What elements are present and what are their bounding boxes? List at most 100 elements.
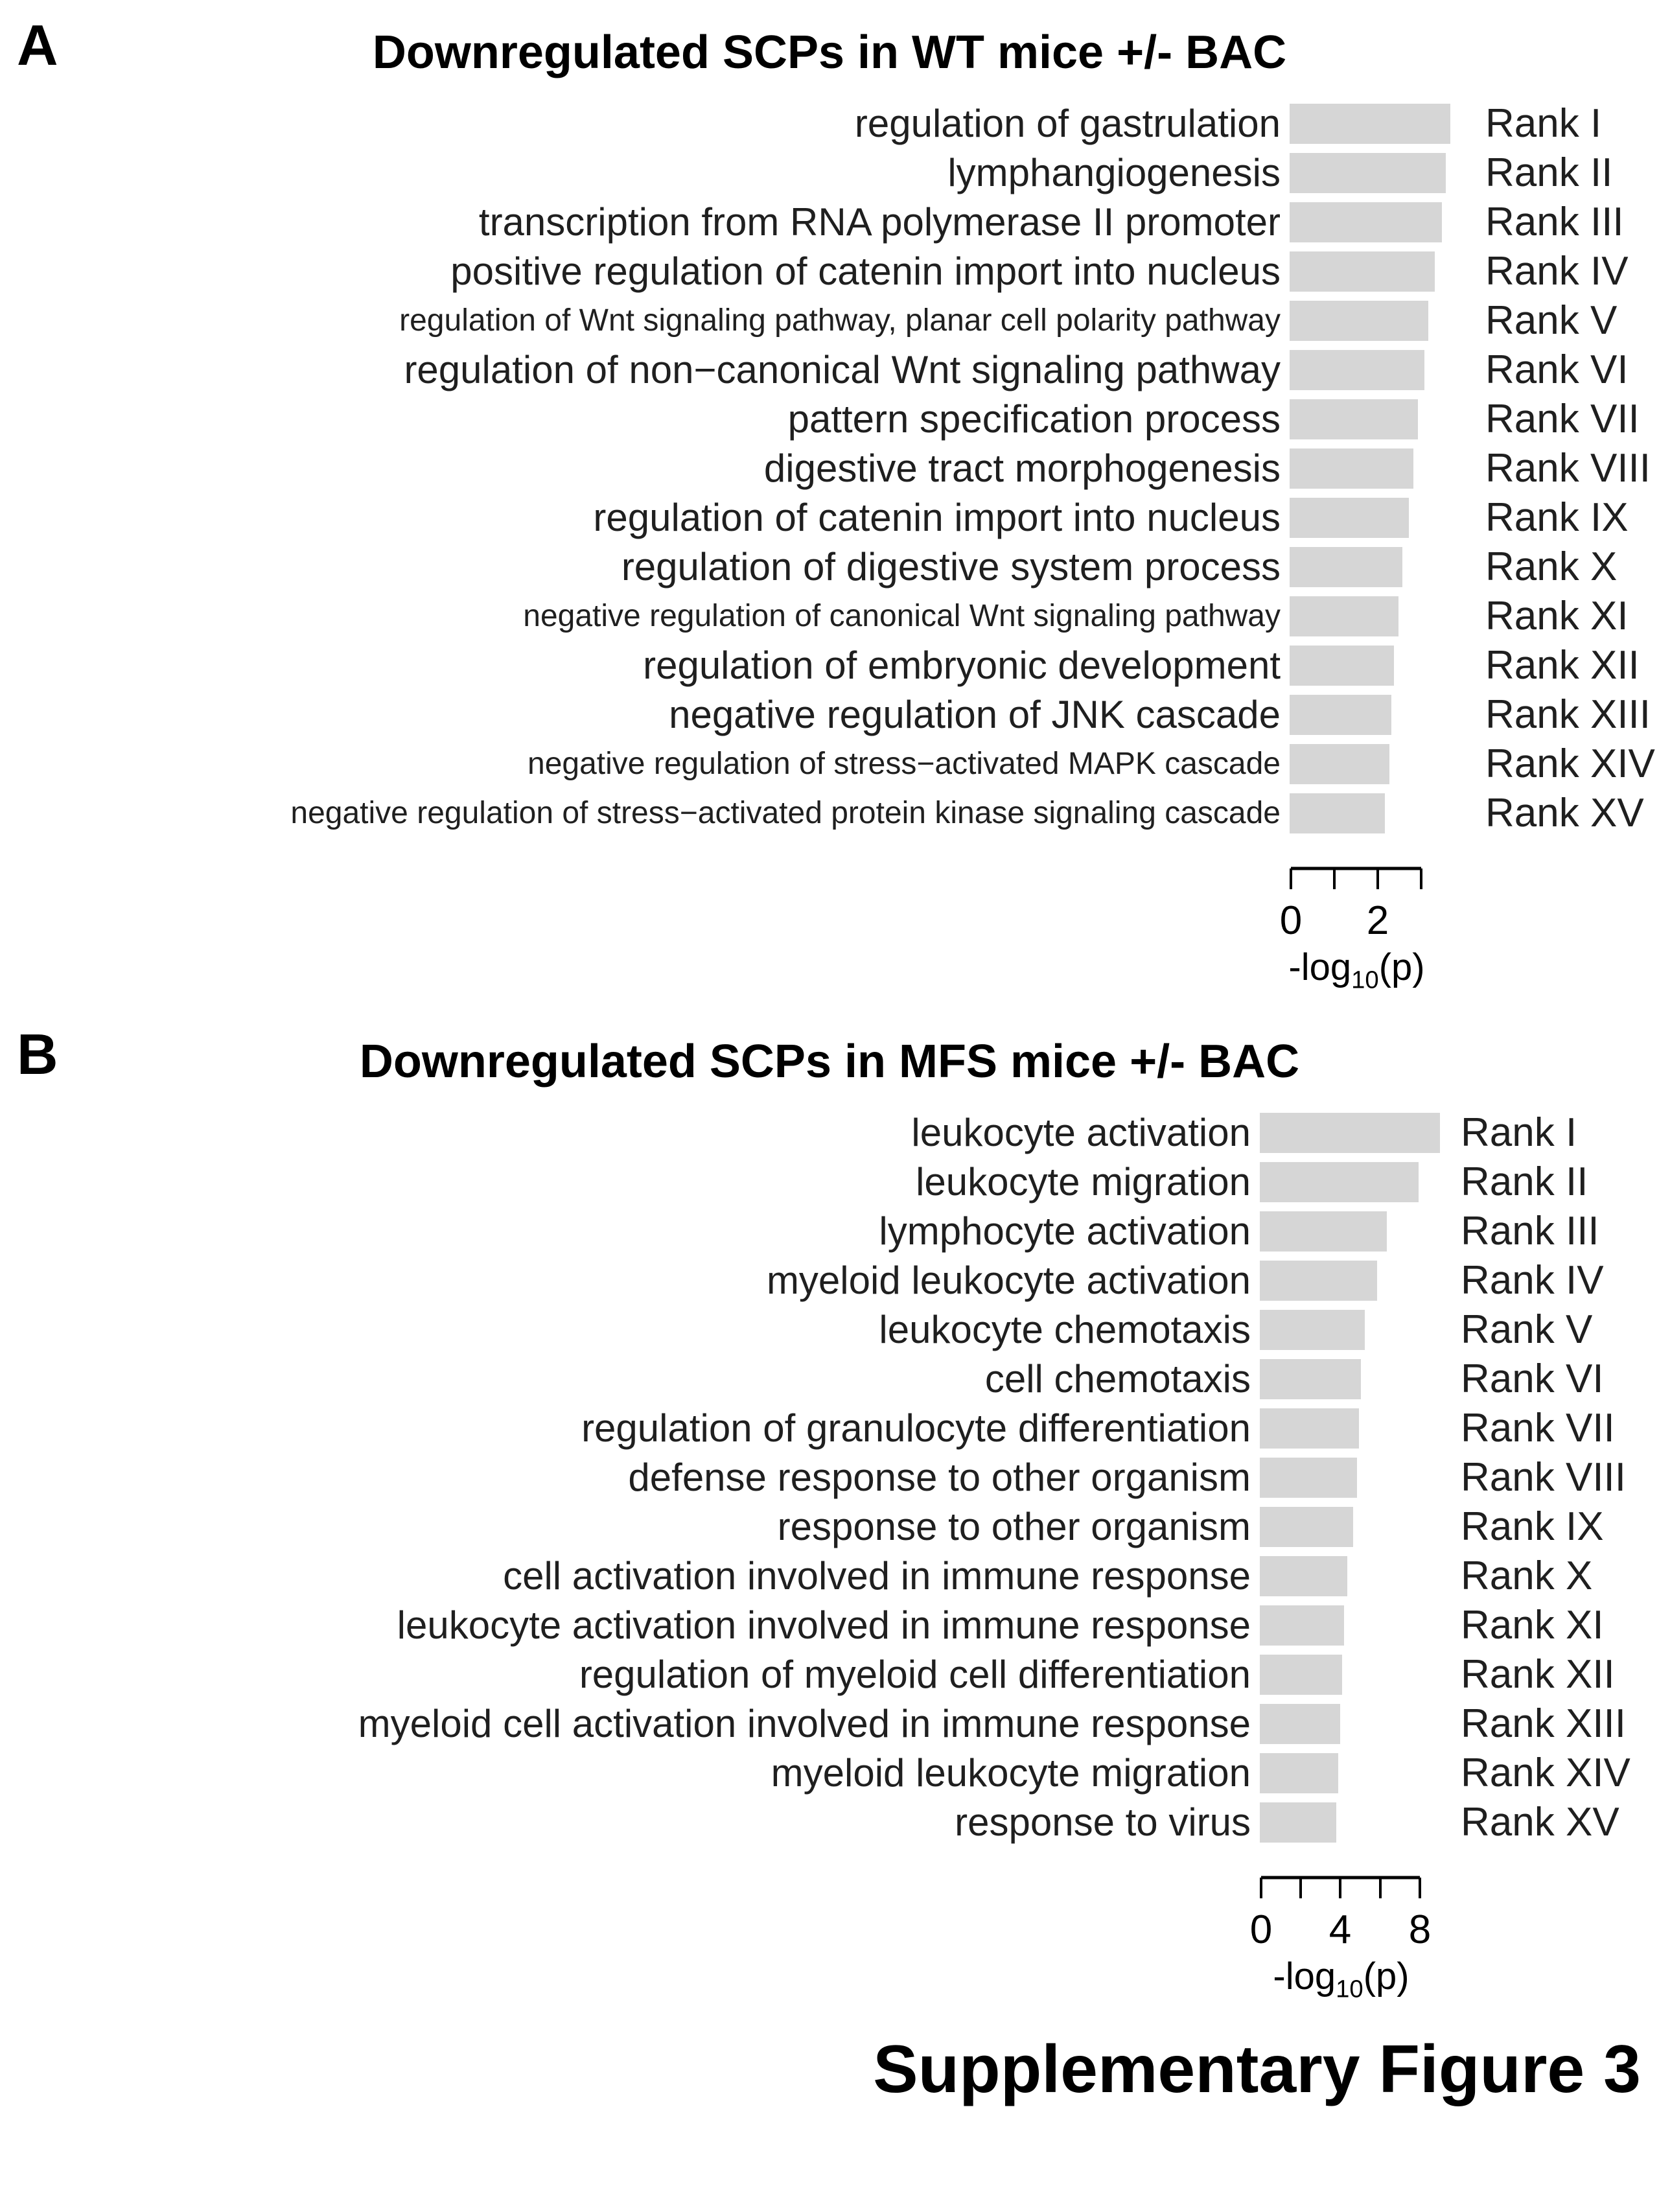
x-axis-block: 0 4 8 -log10(p) xyxy=(1250,1876,1659,2003)
bar xyxy=(1290,251,1435,292)
bar-area xyxy=(1290,592,1479,641)
bar-area xyxy=(1290,493,1479,542)
figure-caption: Supplementary Figure 3 xyxy=(873,2031,1641,2107)
rank-label: Rank V xyxy=(1485,298,1618,343)
rank-label: Rank XIII xyxy=(1461,1701,1626,1747)
bar xyxy=(1290,743,1389,784)
x-tick-label: 4 xyxy=(1328,1907,1352,1952)
bar-area xyxy=(1290,148,1479,198)
rank-label: Rank VIII xyxy=(1485,446,1651,491)
bar-area xyxy=(1260,1601,1454,1650)
figure: A Downregulated SCPs in WT mice +/- BAC … xyxy=(0,13,1659,2107)
category-label: negative regulation of canonical Wnt sig… xyxy=(523,599,1281,634)
bar xyxy=(1260,1408,1359,1449)
bar-row: regulation of embryonic development Rank … xyxy=(0,641,1659,690)
panel-B: B Downregulated SCPs in MFS mice +/- BAC… xyxy=(0,1009,1659,2003)
category-label: defense response to other organism xyxy=(628,1456,1251,1500)
bar-area xyxy=(1260,1108,1454,1158)
x-axis-block: 0 2 -log10(p) xyxy=(1280,867,1659,994)
x-axis-label: -log10(p) xyxy=(1288,946,1425,994)
bar-row: leukocyte activation Rank I xyxy=(0,1108,1659,1158)
rank-label: Rank XII xyxy=(1485,643,1640,688)
bar xyxy=(1290,694,1391,735)
category-label: regulation of non−canonical Wnt signalin… xyxy=(404,348,1281,392)
bar-area xyxy=(1290,345,1479,395)
bar xyxy=(1260,1457,1357,1498)
bar xyxy=(1290,793,1385,833)
bar-row: response to virus Rank XV xyxy=(0,1798,1659,1847)
bar-area xyxy=(1290,247,1479,296)
panel-letter-A: A xyxy=(17,13,58,77)
rank-label: Rank II xyxy=(1461,1159,1588,1205)
bar-row: leukocyte migration Rank II xyxy=(0,1158,1659,1207)
bar-row: lymphocyte activation Rank III xyxy=(0,1207,1659,1256)
bar-row: negative regulation of stress−activated … xyxy=(0,739,1659,789)
bar-row: myeloid cell activation involved in immu… xyxy=(0,1699,1659,1749)
rank-label: Rank XIV xyxy=(1461,1751,1630,1796)
panel-B-header: B Downregulated SCPs in MFS mice +/- BAC xyxy=(0,1009,1659,1089)
x-axis xyxy=(1260,1876,1421,1898)
bar xyxy=(1260,1555,1347,1596)
bar xyxy=(1260,1654,1342,1695)
rank-label: Rank VII xyxy=(1461,1406,1615,1451)
bar xyxy=(1260,1752,1338,1793)
bar-row: cell activation involved in immune respo… xyxy=(0,1552,1659,1601)
category-label: myeloid cell activation involved in immu… xyxy=(358,1702,1251,1746)
rank-label: Rank VIII xyxy=(1461,1455,1626,1500)
bar-row: lymphangiogenesis Rank II xyxy=(0,148,1659,198)
bar-area xyxy=(1290,296,1479,345)
x-tick-label: 2 xyxy=(1366,898,1389,943)
bar-row: positive regulation of catenin import in… xyxy=(0,247,1659,296)
bar xyxy=(1290,349,1424,390)
rank-label: Rank I xyxy=(1485,101,1602,146)
bar-row: regulation of non−canonical Wnt signalin… xyxy=(0,345,1659,395)
category-label: cell chemotaxis xyxy=(984,1357,1251,1401)
bar-area xyxy=(1290,542,1479,592)
bar-area xyxy=(1260,1453,1454,1502)
bar-area xyxy=(1290,739,1479,789)
rank-label: Rank IV xyxy=(1485,249,1629,294)
category-label: regulation of myeloid cell differentiati… xyxy=(579,1653,1251,1697)
rank-label: Rank II xyxy=(1485,150,1613,196)
rank-label: Rank IX xyxy=(1485,495,1629,541)
bar-area xyxy=(1260,1749,1454,1798)
panel-B-title: Downregulated SCPs in MFS mice +/- BAC xyxy=(359,1035,1300,1088)
bar-area xyxy=(1260,1798,1454,1847)
rank-label: Rank IV xyxy=(1461,1258,1604,1303)
bar-row: regulation of catenin import into nucleu… xyxy=(0,493,1659,542)
bar-area xyxy=(1260,1256,1454,1305)
rank-label: Rank XV xyxy=(1485,791,1644,836)
rank-label: Rank III xyxy=(1485,200,1624,245)
bar-row: pattern specification process Rank VII xyxy=(0,395,1659,444)
rank-label: Rank I xyxy=(1461,1110,1577,1156)
bar xyxy=(1260,1703,1340,1744)
category-label: leukocyte chemotaxis xyxy=(879,1308,1251,1352)
category-label: leukocyte migration xyxy=(916,1160,1251,1204)
category-label: negative regulation of JNK cascade xyxy=(669,693,1281,737)
category-label: leukocyte activation xyxy=(911,1111,1251,1155)
bar xyxy=(1260,1506,1353,1547)
bar-area xyxy=(1290,641,1479,690)
category-label: regulation of gastrulation xyxy=(854,102,1281,146)
bar-row: regulation of myeloid cell differentiati… xyxy=(0,1650,1659,1699)
category-label: digestive tract morphogenesis xyxy=(763,447,1281,491)
rank-label: Rank XIV xyxy=(1485,741,1655,787)
bar-area xyxy=(1260,1552,1454,1601)
bar-row: leukocyte chemotaxis Rank V xyxy=(0,1305,1659,1355)
bar xyxy=(1290,152,1446,193)
category-label: regulation of Wnt signaling pathway, pla… xyxy=(399,303,1281,338)
bar-row: regulation of gastrulation Rank I xyxy=(0,99,1659,148)
bar-area xyxy=(1290,789,1479,838)
category-label: regulation of catenin import into nucleu… xyxy=(593,496,1281,540)
x-axis-label: -log10(p) xyxy=(1273,1955,1410,2003)
category-label: regulation of embryonic development xyxy=(643,644,1281,688)
rank-label: Rank XIII xyxy=(1485,692,1651,738)
bar xyxy=(1290,596,1398,636)
bar-area xyxy=(1260,1355,1454,1404)
bar xyxy=(1260,1605,1344,1646)
category-label: negative regulation of stress−activated … xyxy=(290,796,1281,831)
category-label: positive regulation of catenin import in… xyxy=(450,250,1281,294)
